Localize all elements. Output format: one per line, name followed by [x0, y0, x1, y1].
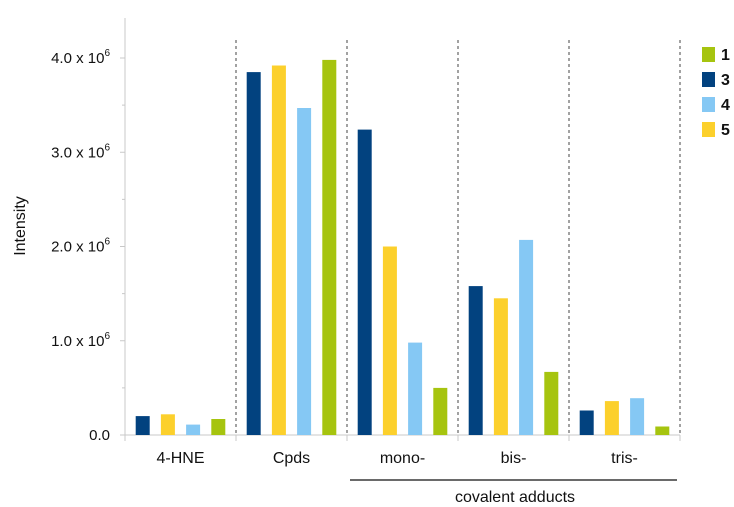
y-tick-label: 0.0 — [89, 427, 110, 444]
bar-4hne-series-1 — [211, 419, 226, 435]
y-tick-labels: 0.0 1.0 x 106 2.0 x 106 3.0 x 106 4.0 x 106 — [51, 48, 110, 444]
bar-4hne-series-4 — [186, 424, 201, 435]
bar-mono-series-4 — [408, 342, 423, 435]
bar-4hne-series-3 — [135, 416, 150, 435]
bar-cpds-series-4 — [297, 108, 312, 435]
group-label: covalent adducts — [455, 489, 575, 506]
x-category-label: 4-HNE — [156, 450, 204, 467]
chart-legend: 1 3 4 5 — [702, 47, 730, 139]
bar-mono-series-1 — [433, 387, 448, 435]
legend-swatch-1 — [702, 47, 715, 62]
legend-label-4: 4 — [721, 97, 730, 114]
legend-label-3: 3 — [721, 72, 730, 89]
legend-label-5: 5 — [721, 122, 730, 139]
y-tick-label: 3.0 x 106 — [51, 142, 110, 161]
bar-bis-series-5 — [493, 298, 508, 435]
y-tick-label: 1.0 x 106 — [51, 331, 110, 350]
x-category-label: Cpds — [273, 450, 310, 467]
bar-mono-series-3 — [357, 129, 372, 435]
x-category-label: tris- — [611, 450, 638, 467]
legend-swatch-5 — [702, 122, 715, 137]
bar-cpds-series-1 — [322, 59, 337, 436]
y-tick-label: 4.0 x 106 — [51, 48, 110, 67]
y-tick-label: 2.0 x 106 — [51, 237, 110, 256]
x-category-label: bis- — [501, 450, 527, 467]
legend-swatch-4 — [702, 97, 715, 112]
legend-swatch-3 — [702, 72, 715, 87]
bar-tris-series-3 — [579, 410, 594, 435]
x-category-label: mono- — [380, 450, 425, 467]
bar-tris-series-4 — [630, 398, 645, 435]
bar-tris-series-1 — [655, 426, 670, 435]
bar-bis-series-4 — [519, 239, 534, 435]
x-category-labels: 4-HNE Cpds mono-bis-tris- — [156, 450, 637, 467]
bar-bis-series-1 — [544, 371, 559, 435]
legend-label-1: 1 — [721, 47, 730, 64]
bar-4hne-series-5 — [160, 414, 175, 435]
bar-bis-series-3 — [468, 286, 483, 435]
bar-cpds-series-5 — [271, 65, 286, 435]
bar-tris-series-5 — [604, 401, 619, 435]
y-axis-label: Intensity — [12, 196, 29, 256]
bar-mono-series-5 — [382, 246, 397, 435]
bar-cpds-series-3 — [246, 72, 261, 435]
chart-bars — [135, 59, 670, 436]
chart-axes — [120, 18, 681, 441]
